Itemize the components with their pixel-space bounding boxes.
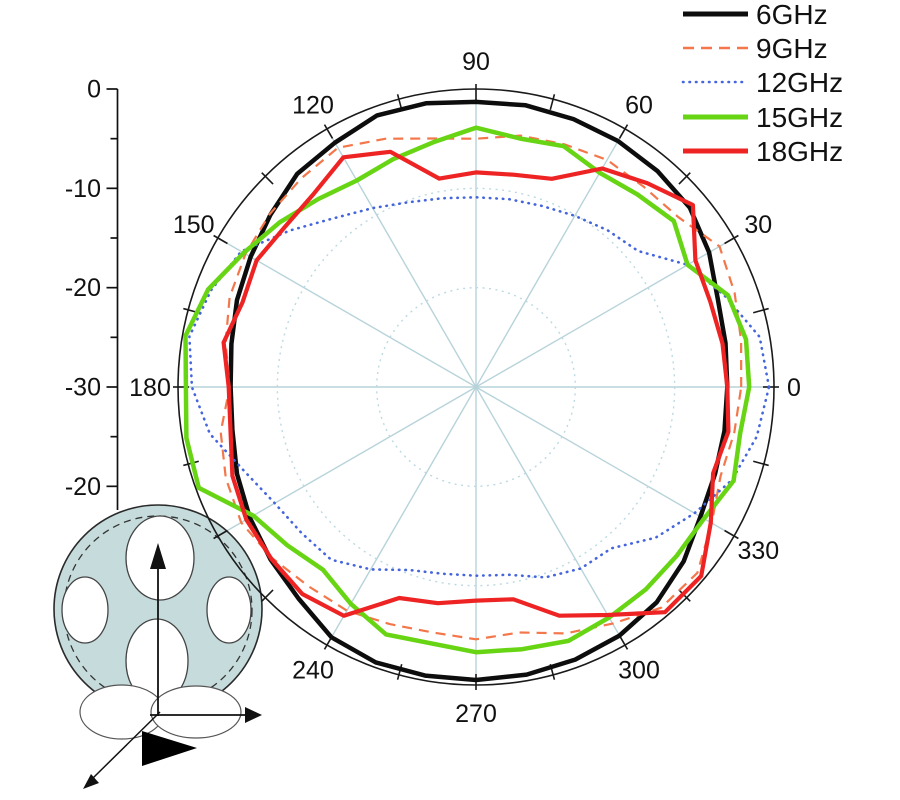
angle-label-180: 180: [129, 374, 171, 402]
angle-label-330: 330: [737, 537, 779, 565]
angle-tick: [213, 234, 228, 245]
legend-label-12GHz: 12GHz: [756, 67, 843, 98]
angle-tick: [549, 94, 556, 110]
angle-tick: [261, 589, 274, 602]
angle-label-270: 270: [455, 700, 497, 728]
angle-tick: [678, 172, 691, 185]
inset-y-axis: [92, 711, 161, 779]
angle-tick: [753, 307, 769, 314]
radial-axis-label: -20: [65, 274, 101, 302]
legend-label-9GHz: 9GHz: [756, 33, 828, 64]
grid-circle-dotted: [276, 187, 676, 587]
angle-tick: [618, 124, 629, 139]
grid-spoke: [475, 386, 626, 646]
radial-axis-label: -30: [65, 374, 101, 402]
angle-tick: [724, 234, 739, 245]
grid-spoke: [326, 128, 477, 388]
inset-slot-hole: [206, 576, 252, 644]
angle-tick: [724, 529, 739, 540]
angle-tick: [261, 172, 274, 185]
angle-tick: [396, 664, 403, 680]
grid-spoke: [475, 237, 735, 388]
grid-spoke: [217, 386, 477, 537]
angle-label-300: 300: [618, 656, 660, 684]
angle-label-60: 60: [625, 92, 653, 120]
inset-z-arrow-icon: [150, 543, 166, 569]
legend-label-15GHz: 15GHz: [756, 102, 843, 133]
angle-label-240: 240: [292, 656, 334, 684]
inset-collar-right: [150, 685, 242, 739]
angle-label-0: 0: [787, 374, 801, 402]
series-12GHz: [188, 196, 771, 579]
inset-slot-hole: [61, 576, 109, 644]
angle-tick: [753, 460, 769, 467]
inset-y-arrow-icon: [83, 774, 99, 789]
inset-x-arrow-icon: [245, 707, 262, 723]
series-18GHz: [221, 149, 731, 618]
angle-label-120: 120: [292, 92, 334, 120]
inset-feed-arrow-icon: [142, 731, 197, 766]
angle-tick: [618, 635, 629, 650]
series-15GHz: [183, 125, 752, 655]
legend-label-6GHz: 6GHz: [756, 0, 828, 30]
radial-axis-label: 0: [87, 76, 101, 104]
angle-label-150: 150: [173, 211, 215, 239]
radial-axis-label: -10: [65, 175, 101, 203]
grid-spoke: [326, 386, 477, 646]
radial-axis-label: -20: [65, 473, 101, 501]
legend-label-18GHz: 18GHz: [756, 136, 843, 167]
grid-spoke: [217, 237, 477, 388]
angle-tick: [323, 124, 334, 139]
grid-spoke: [475, 386, 735, 537]
grid-circle-dotted: [375, 286, 577, 488]
angle-label-30: 30: [744, 211, 772, 239]
angle-tick: [678, 589, 691, 602]
angle-label-90: 90: [462, 48, 490, 76]
angle-tick: [213, 529, 228, 540]
